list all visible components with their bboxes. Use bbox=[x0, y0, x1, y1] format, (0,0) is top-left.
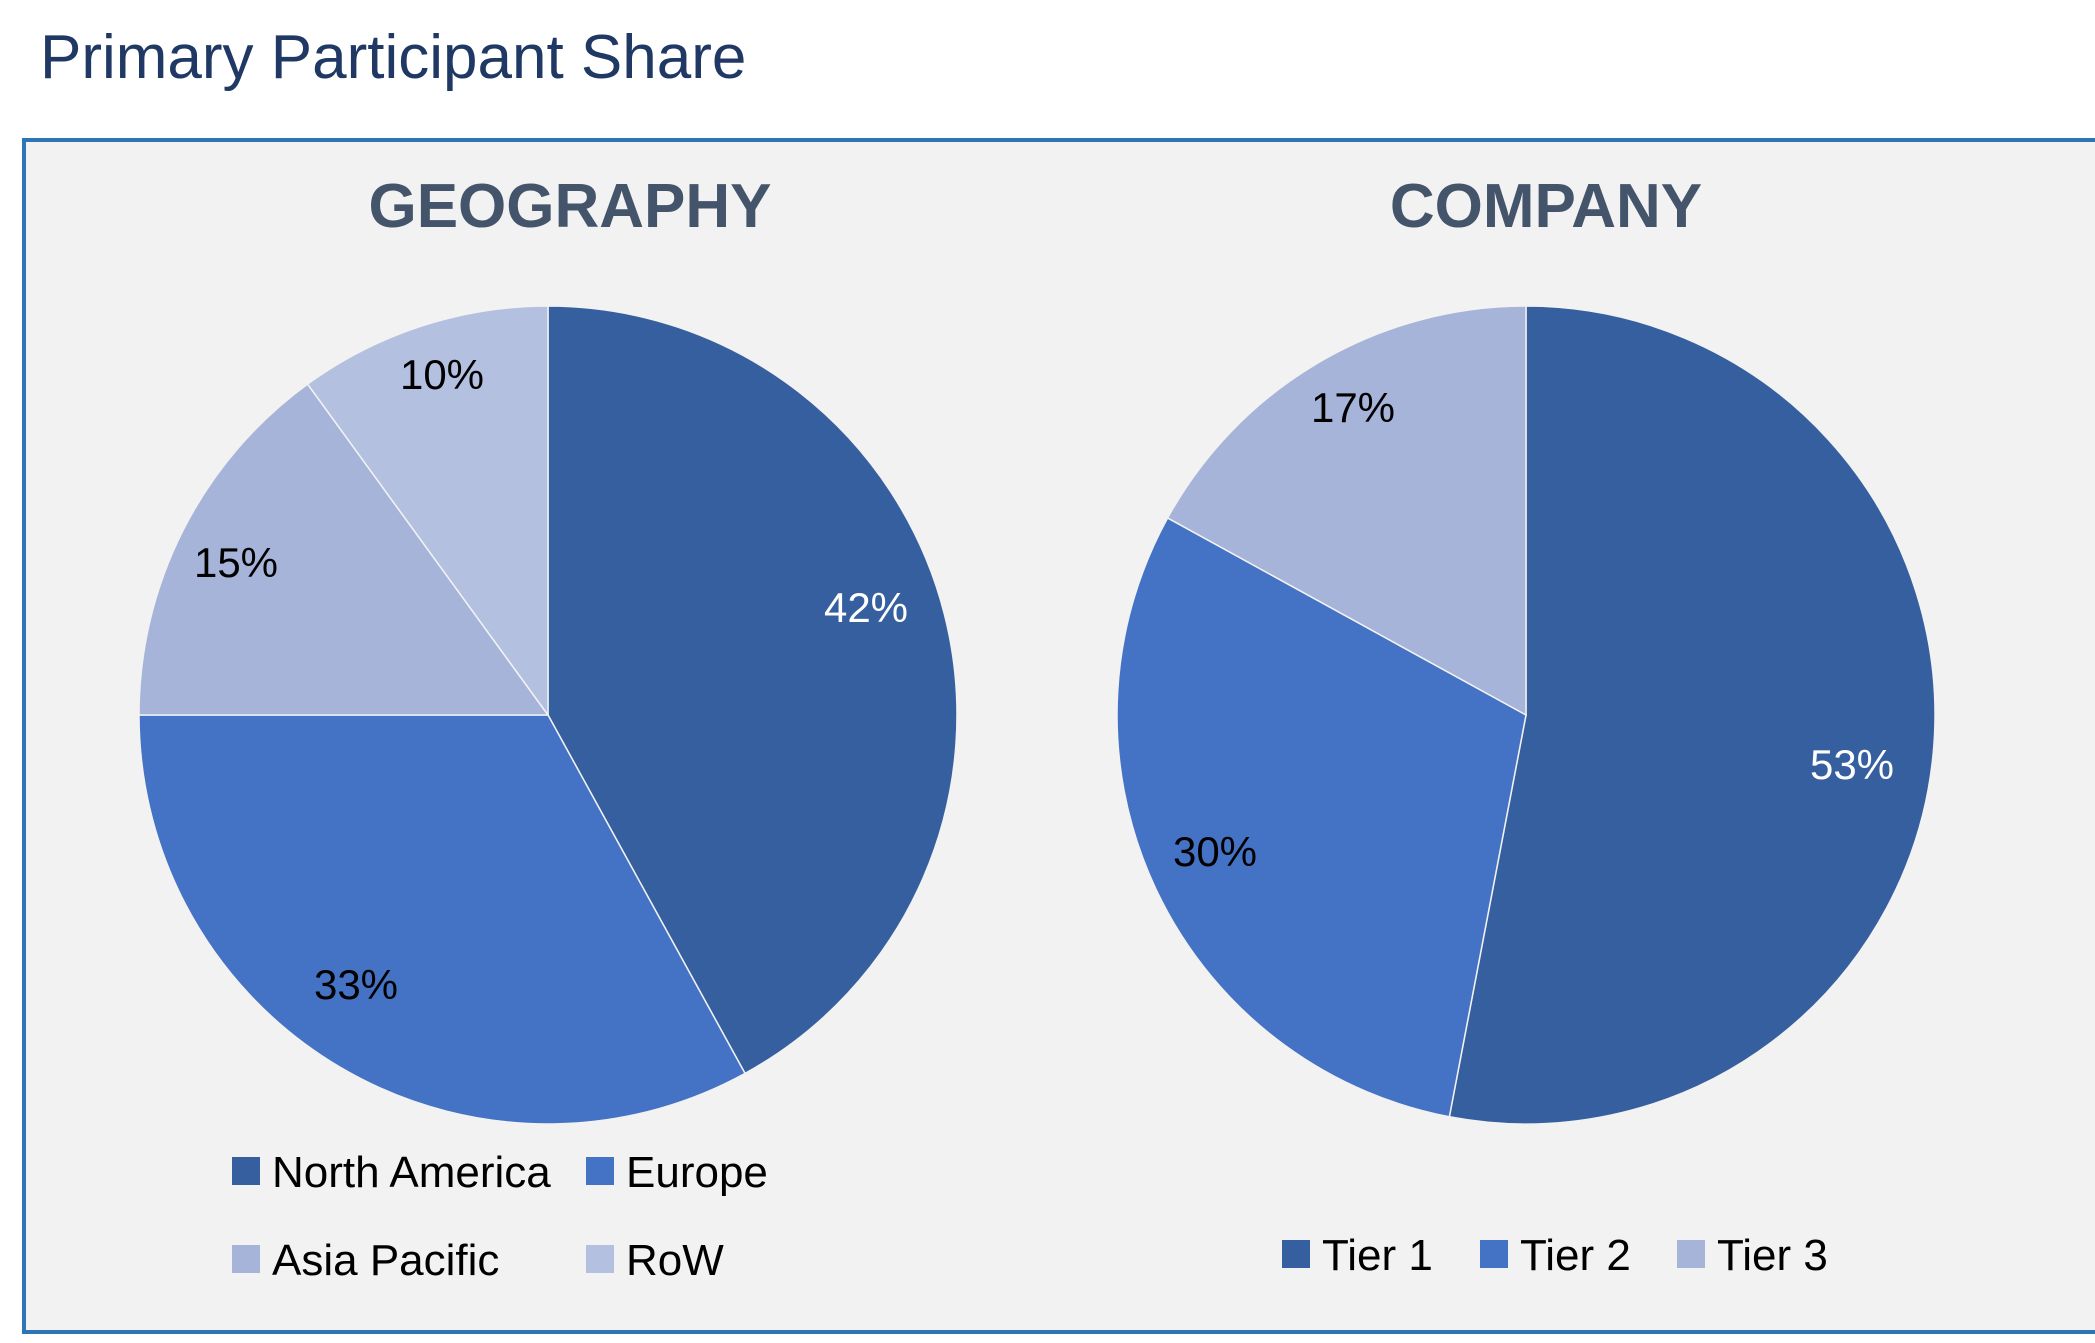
legend-label-tier-1: Tier 1 bbox=[1322, 1231, 1433, 1280]
data-label-tier-1: 53% bbox=[1810, 741, 1894, 788]
legend-swatch-tier-3 bbox=[1677, 1240, 1705, 1268]
data-label-europe: 33% bbox=[314, 961, 398, 1008]
geography-slices: 42% 33% 15% 10% bbox=[138, 305, 958, 1125]
charts-svg: GEOGRAPHY 42% 33% 15% 10% North America Euro… bbox=[138, 172, 1936, 1285]
chart-title-geography: GEOGRAPHY bbox=[368, 172, 771, 241]
legend-swatch-asia-pacific bbox=[232, 1245, 260, 1273]
legend-swatch-tier-1 bbox=[1282, 1240, 1310, 1268]
pie-slice-tier-1 bbox=[1448, 305, 1936, 1125]
pie-slice-europe bbox=[138, 714, 747, 1125]
data-label-tier-3: 17% bbox=[1311, 384, 1395, 431]
legend-swatch-row bbox=[586, 1245, 614, 1273]
legend-label-tier-3: Tier 3 bbox=[1717, 1231, 1828, 1280]
legend-label-asia-pacific: Asia Pacific bbox=[272, 1236, 499, 1285]
data-label-tier-2: 30% bbox=[1173, 828, 1257, 875]
pie-slice-north-america bbox=[547, 305, 958, 1075]
legend-label-europe: Europe bbox=[626, 1148, 768, 1197]
company-slices: 53% 30% 17% bbox=[1116, 305, 1936, 1125]
pie-slice-asia-pacific bbox=[138, 383, 550, 716]
legend-label-tier-2: Tier 2 bbox=[1520, 1231, 1631, 1280]
pie-slice-row bbox=[306, 305, 549, 718]
pie-slice-tier-3 bbox=[1166, 305, 1527, 717]
chart-panel: GEOGRAPHY 42% 33% 15% 10% North America Euro… bbox=[22, 138, 2095, 1334]
company-legend: Tier 1 Tier 2 Tier 3 bbox=[1282, 1231, 1828, 1280]
legend-label-north-america: North America bbox=[272, 1148, 551, 1197]
geography-legend: North America Europe Asia Pacific RoW bbox=[232, 1148, 768, 1285]
company-pie-chart: COMPANY 53% 30% 17% Tier 1 Tier 2 Tier 3 bbox=[1116, 172, 1936, 1280]
legend-swatch-europe bbox=[586, 1157, 614, 1185]
page-title: Primary Participant Share bbox=[40, 23, 747, 92]
legend-label-row: RoW bbox=[626, 1236, 724, 1285]
legend-swatch-north-america bbox=[232, 1157, 260, 1185]
data-label-row: 10% bbox=[400, 351, 484, 398]
data-label-north-america: 42% bbox=[824, 584, 908, 631]
geography-pie-chart: GEOGRAPHY 42% 33% 15% 10% North America Euro… bbox=[138, 172, 958, 1285]
legend-swatch-tier-2 bbox=[1480, 1240, 1508, 1268]
chart-title-company: COMPANY bbox=[1390, 172, 1702, 241]
pie-slice-tier-2 bbox=[1116, 516, 1527, 1118]
data-label-asia-pacific: 15% bbox=[194, 539, 278, 586]
